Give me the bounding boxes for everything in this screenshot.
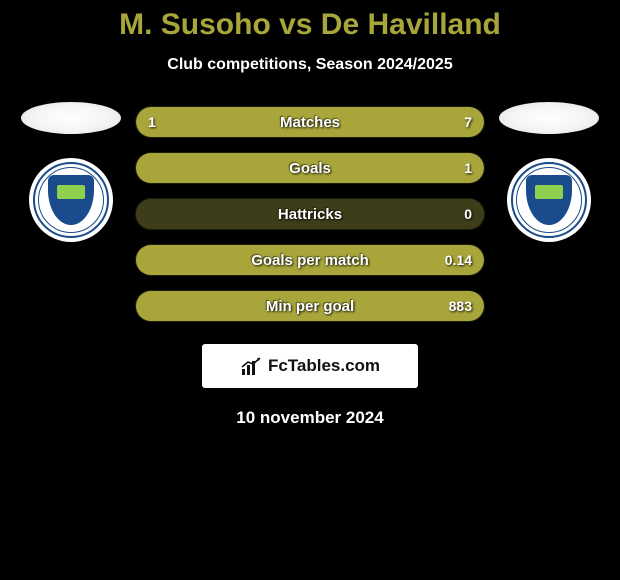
left-club-badge bbox=[29, 158, 113, 242]
comparison-infographic: M. Susoho vs De Havilland Club competiti… bbox=[0, 0, 620, 428]
left-player-avatar bbox=[21, 102, 121, 134]
stat-bar: 0Hattricks bbox=[135, 198, 485, 230]
stat-label: Matches bbox=[136, 114, 484, 131]
shield-icon bbox=[48, 175, 94, 225]
stat-label: Min per goal bbox=[136, 298, 484, 315]
watermark-text: FcTables.com bbox=[268, 356, 380, 376]
subtitle: Club competitions, Season 2024/2025 bbox=[0, 56, 620, 74]
stat-bar: 0.14Goals per match bbox=[135, 244, 485, 276]
stat-label: Goals per match bbox=[136, 252, 484, 269]
right-club-badge bbox=[507, 158, 591, 242]
shield-icon bbox=[526, 175, 572, 225]
chart-icon bbox=[240, 357, 262, 375]
main-row: 17Matches 1Goals 0Hattricks 0.14Goals per m… bbox=[0, 102, 620, 322]
date-text: 10 november 2024 bbox=[0, 408, 620, 428]
right-player-avatar bbox=[499, 102, 599, 134]
right-player-col bbox=[499, 102, 599, 242]
stat-label: Goals bbox=[136, 160, 484, 177]
stat-label: Hattricks bbox=[136, 206, 484, 223]
stat-bar: 17Matches bbox=[135, 106, 485, 138]
watermark: FcTables.com bbox=[202, 344, 418, 388]
left-player-col bbox=[21, 102, 121, 242]
stat-bars: 17Matches 1Goals 0Hattricks 0.14Goals per m… bbox=[135, 106, 485, 322]
stat-bar: 883Min per goal bbox=[135, 290, 485, 322]
page-title: M. Susoho vs De Havilland bbox=[0, 8, 620, 42]
stat-bar: 1Goals bbox=[135, 152, 485, 184]
